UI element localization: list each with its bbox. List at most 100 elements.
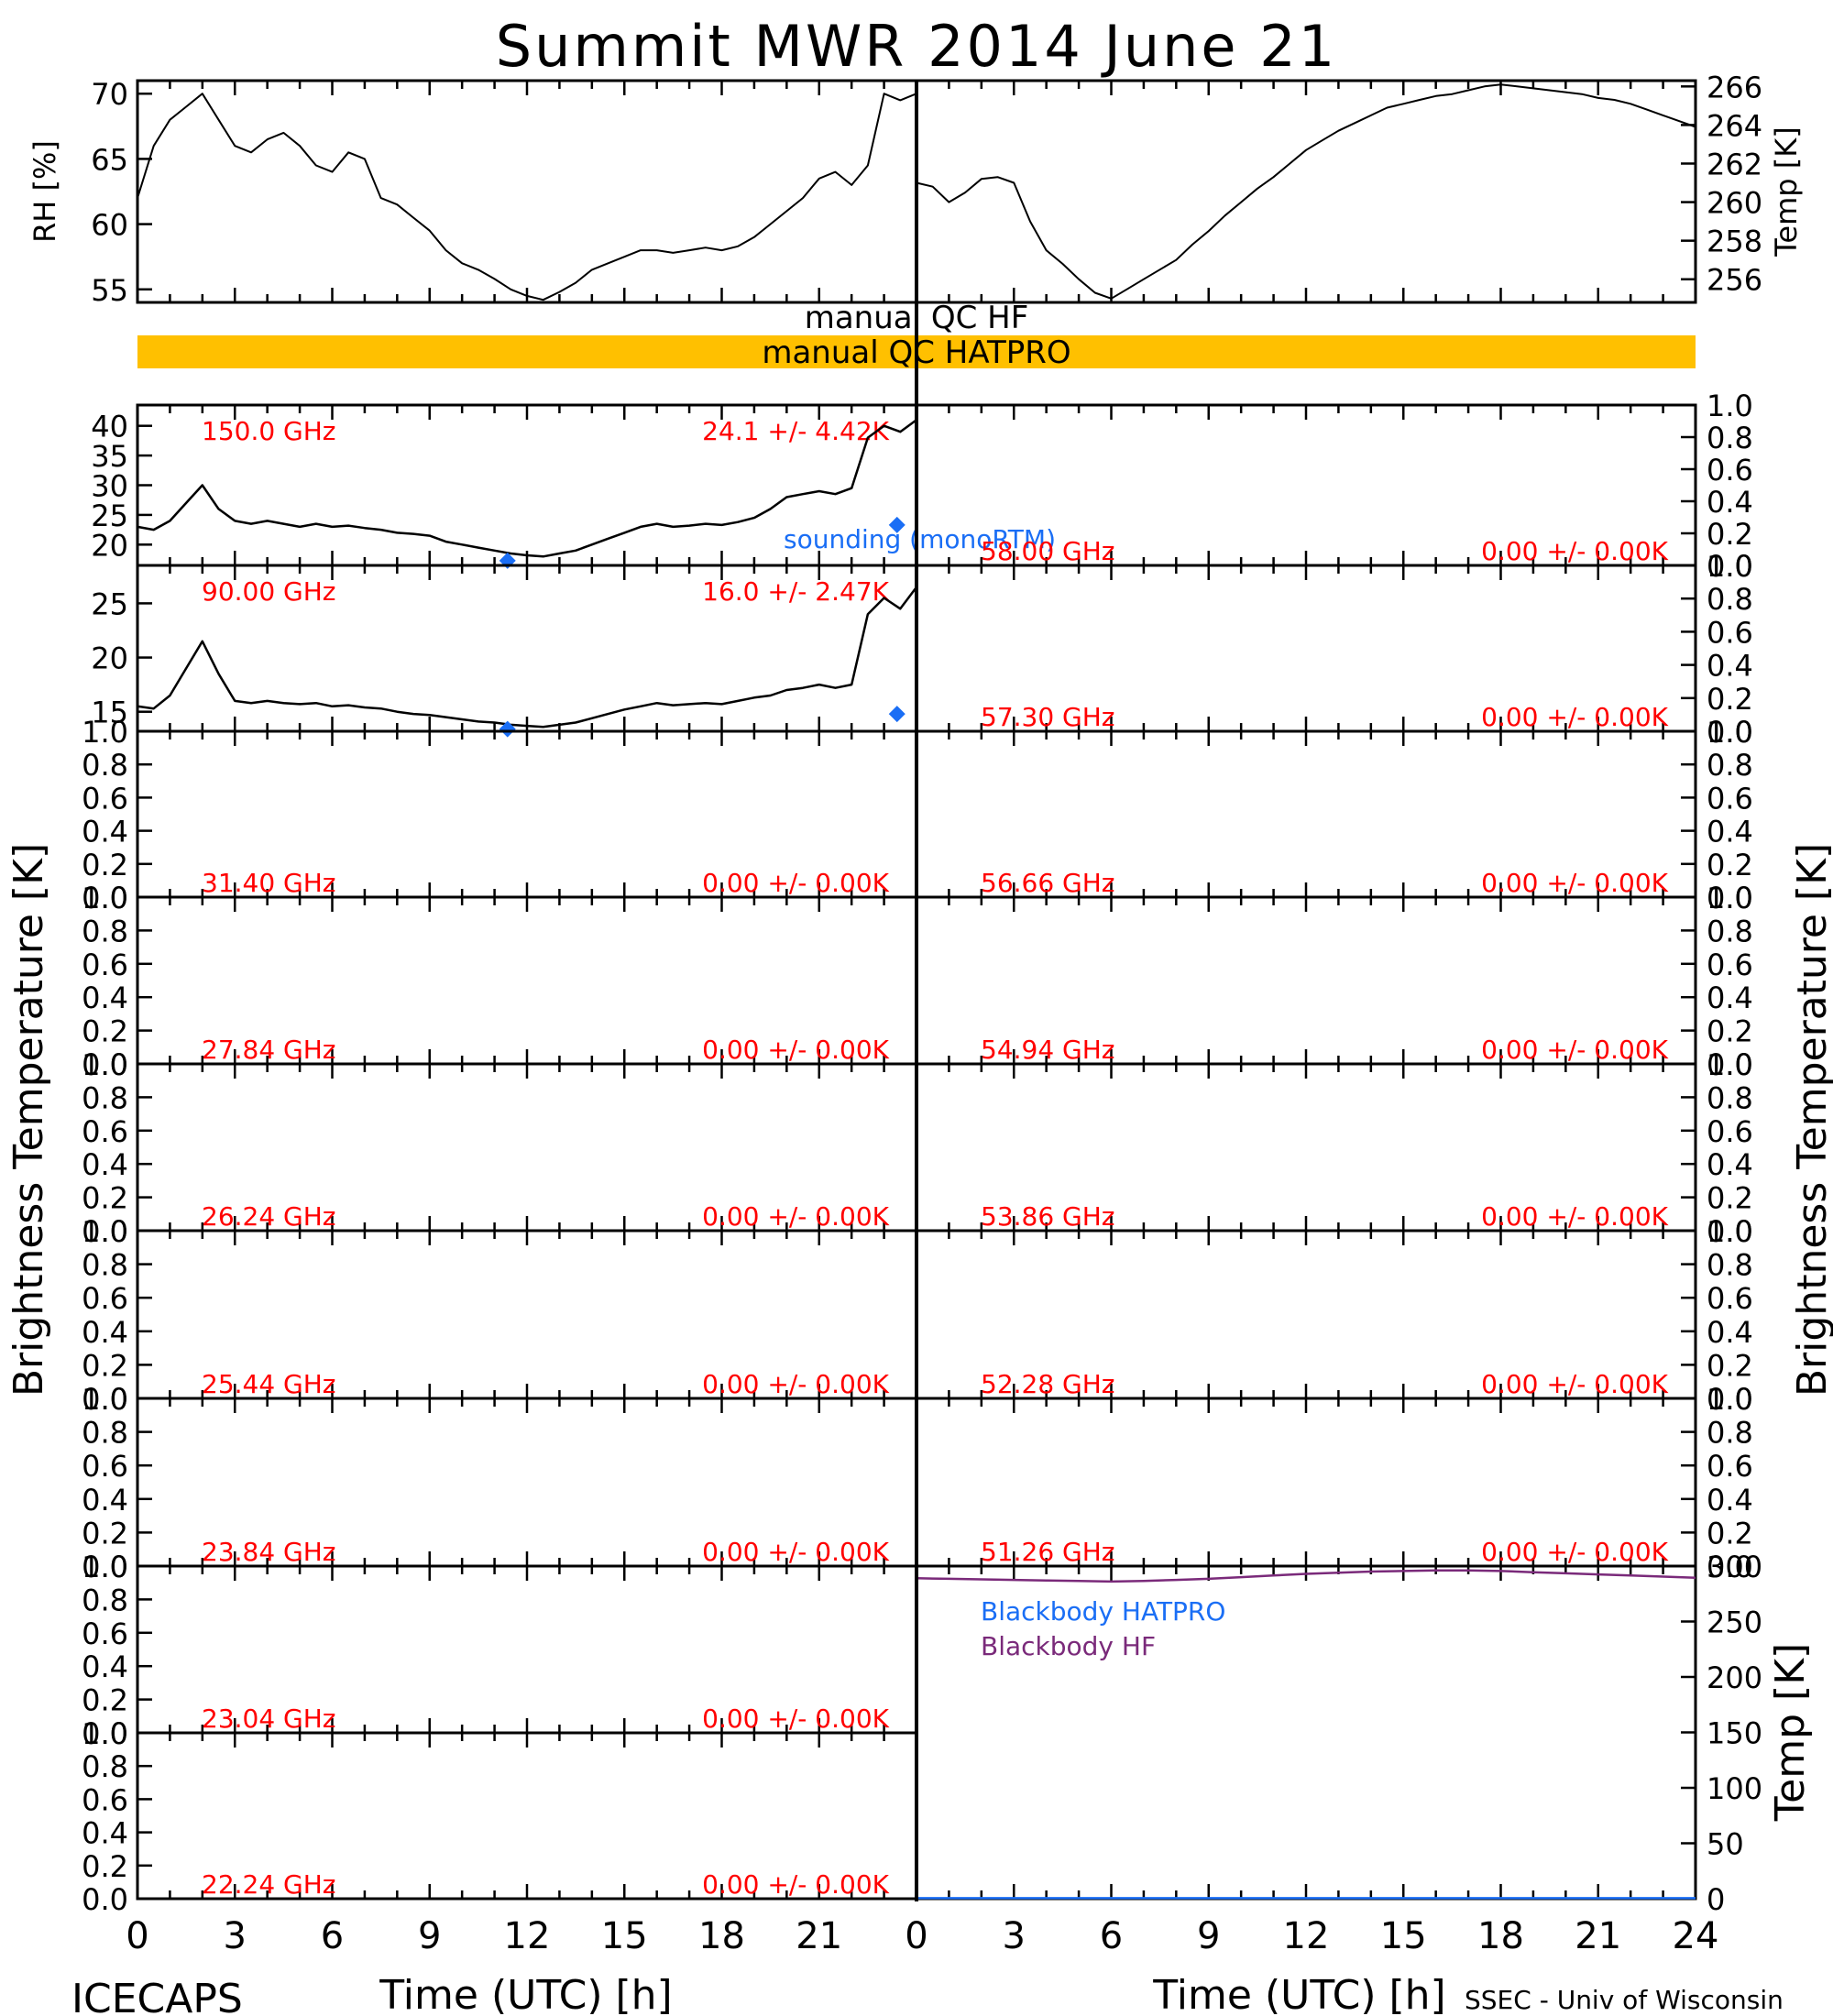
y-tick-label: 0.0 (82, 1550, 128, 1584)
y-tick-label: 0.6 (82, 781, 128, 816)
y-tick-label: 0.6 (1707, 1281, 1753, 1316)
y-tick-label: 0.8 (1707, 1248, 1753, 1283)
y-tick-label: 1.0 (82, 1550, 128, 1584)
y-tick-label: 0.6 (1707, 453, 1753, 488)
x-tick-label-right: 15 (1380, 1915, 1427, 1957)
y-tick-label: 0.8 (1707, 582, 1753, 617)
frequency-label: 23.04 GHz (202, 1704, 336, 1734)
y-tick-label: 1.0 (1707, 1047, 1753, 1082)
frequency-label: 53.86 GHz (981, 1201, 1115, 1232)
panel-tb_2624: 0.00.20.40.60.81.026.24 GHz 0.00 +/- 0.00… (82, 1047, 918, 1249)
y-tick-label: 0.8 (1707, 421, 1753, 455)
frequency-label: 150.0 GHz (202, 416, 336, 446)
y-tick-label: 0.8 (1707, 914, 1753, 948)
y-tick-label: 0.4 (82, 981, 128, 1015)
y-tick-label: 0.4 (1707, 1315, 1753, 1350)
blackbody-axis-label: Temp [K] (1767, 1643, 1814, 1822)
y-tick-label: 0.2 (82, 1181, 128, 1216)
x-tick-label-left: 6 (321, 1915, 344, 1957)
stat-label: 0.00 +/- 0.00K (1481, 1369, 1668, 1399)
y-tick-label: 150 (1707, 1716, 1762, 1751)
y-tick-label: 0.8 (82, 914, 128, 948)
y-tick-label: 250 (1707, 1605, 1762, 1640)
panel-tb_5730: 0.00.20.40.60.81.057.30 GHz 0.00 +/- 0.00… (915, 549, 1753, 750)
panel-tb_5228: 0.00.20.40.60.81.052.28 GHz 0.00 +/- 0.00… (915, 1214, 1753, 1417)
y-tick-label: 0.0 (1707, 1047, 1753, 1082)
stat-label: 0.00 +/- 0.00K (702, 1201, 889, 1232)
data-line (137, 419, 917, 558)
stat-label: 0.00 +/- 0.00K (1481, 1537, 1668, 1567)
y-tick-label: 0.4 (1707, 981, 1753, 1015)
y-tick-label: 1.0 (82, 1047, 128, 1082)
y-tick-label: 0.0 (82, 1716, 128, 1751)
x-axis-label-right: Time (UTC) [h] (1152, 1972, 1445, 2016)
y-tick-label: 0.4 (82, 1483, 128, 1517)
y-tick-label: 266 (1707, 70, 1762, 104)
panel-tb_5666: 0.00.20.40.60.81.056.66 GHz 0.00 +/- 0.00… (915, 715, 1753, 915)
footer-right: SSEC - Univ of Wisconsin (1465, 1985, 1784, 2015)
legend-blackbody-hatpro: Blackbody HATPRO (981, 1596, 1225, 1627)
y-tick-label: 0.4 (1707, 485, 1753, 520)
data-line (916, 83, 1696, 300)
y-tick-label: 262 (1707, 147, 1762, 181)
y-tick-label: 0.4 (82, 1315, 128, 1350)
y-tick-label: 0.2 (82, 1683, 128, 1718)
y-tick-label: 0.6 (1707, 781, 1753, 816)
data-line (137, 93, 917, 301)
x-tick-label-right: 12 (1283, 1915, 1330, 1957)
y-tick-label: 264 (1707, 108, 1762, 143)
x-tick-label-right: 24 (1673, 1915, 1719, 1957)
x-tick-label-left: 15 (601, 1915, 648, 1957)
y-tick-label: 0.0 (1707, 1214, 1753, 1249)
y-tick-label: 0.8 (82, 1416, 128, 1451)
stat-label: 16.0 +/- 2.47K (702, 576, 889, 607)
y-tick-label: 1.0 (82, 881, 128, 915)
y-tick-label: 0.8 (1707, 748, 1753, 783)
x-tick-label-left: 12 (504, 1915, 551, 1957)
y-tick-label: 0.2 (1707, 517, 1753, 552)
y-tick-label: 0.2 (82, 1516, 128, 1550)
panel-tb_5800: 0.00.20.40.60.81.058.00 GHz 0.00 +/- 0.00… (915, 389, 1753, 584)
y-tick-label: 25 (91, 586, 128, 621)
x-tick-label-right: 9 (1197, 1915, 1220, 1957)
y-tick-label: 0.6 (82, 1114, 128, 1149)
y-tick-label: 15 (91, 696, 128, 730)
y-tick-label: 300 (1707, 1550, 1762, 1584)
y-tick-label: 0.4 (1707, 815, 1753, 849)
y-tick-label: 0.4 (1707, 1483, 1753, 1517)
y-tick-label: 1.0 (82, 715, 128, 750)
y-tick-label: 25 (91, 499, 128, 533)
y-tick-label: 0.0 (82, 881, 128, 915)
panel-tb_3140: 0.00.20.40.60.81.031.40 GHz 0.00 +/- 0.00… (82, 715, 918, 915)
stat-label: 0.00 +/- 0.00K (1481, 702, 1668, 732)
y-tick-label: 0.8 (82, 1248, 128, 1283)
y-tick-label: 0.4 (1707, 649, 1753, 684)
y-tick-label: 55 (91, 273, 128, 308)
temp-axis-label: Temp [K] (1769, 126, 1804, 257)
y-tick-label: 0.8 (1707, 1416, 1753, 1451)
y-tick-label: 0.0 (1707, 1382, 1753, 1417)
blackbody-hf-line (916, 1569, 1696, 1583)
y-tick-label: 0.6 (1707, 948, 1753, 982)
y-tick-label: 0.6 (1707, 615, 1753, 650)
stat-label: 0.00 +/- 0.00K (1481, 1035, 1668, 1065)
y-tick-label: 1.0 (1707, 549, 1753, 584)
stat-label: 0.00 +/- 0.00K (702, 1035, 889, 1065)
y-tick-label: 0.6 (82, 1782, 128, 1817)
y-tick-label: 65 (91, 142, 128, 177)
x-tick-label-right: 3 (1003, 1915, 1026, 1957)
y-tick-label: 0.6 (82, 1616, 128, 1651)
y-tick-label: 0.2 (82, 1014, 128, 1049)
y-tick-label: 0.4 (1707, 1147, 1753, 1182)
y-tick-label: 0.6 (1707, 1114, 1753, 1149)
frequency-label: 22.24 GHz (202, 1869, 336, 1900)
y-tick-label: 0 (1707, 1882, 1725, 1917)
y-tick-label: 0.0 (1707, 715, 1753, 750)
y-tick-label: 20 (91, 528, 128, 563)
y-tick-label: 200 (1707, 1660, 1762, 1695)
y-tick-label: 260 (1707, 186, 1762, 221)
y-tick-label: 0.4 (82, 1816, 128, 1851)
y-tick-label: 60 (91, 208, 128, 243)
x-tick-label-right: 21 (1575, 1915, 1621, 1957)
data-line (137, 586, 917, 729)
